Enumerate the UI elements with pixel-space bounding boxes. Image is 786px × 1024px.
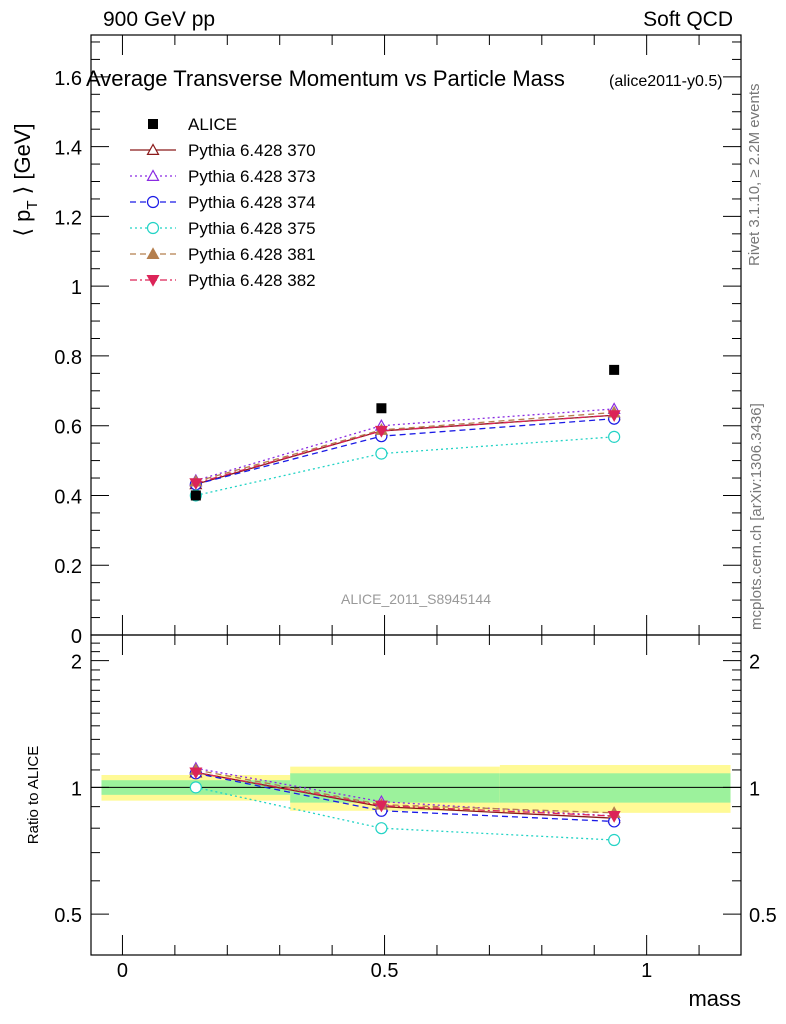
legend: ALICE Pythia 6.428 370 Pythia 6.428 373 Pyt…: [130, 115, 316, 290]
mc-point: [608, 833, 621, 847]
mc-point: [146, 275, 160, 287]
legend-label: Pythia 6.428 373: [188, 167, 316, 186]
ratio-tick-label-left: 0.5: [54, 905, 82, 927]
y-tick-label: 1.6: [54, 68, 82, 90]
ratio-tick-label-left: 1: [71, 778, 82, 800]
ratio-band-inner: [499, 773, 731, 803]
legend-label: Pythia 6.428 375: [188, 219, 316, 238]
plot-frames: [90, 34, 742, 956]
ratio-axis-label: Ratio to ALICE: [25, 746, 42, 844]
legend-marker-data: [148, 119, 158, 129]
mc-point: [146, 247, 160, 259]
ratio-uncertainty-bands: [91, 765, 741, 813]
legend-label: Pythia 6.428 381: [188, 245, 316, 264]
data-point: [190, 490, 201, 501]
mc-point: [146, 195, 160, 209]
series-5: [189, 410, 621, 823]
mc-point: [607, 811, 621, 823]
legend-label-data: ALICE: [188, 115, 237, 134]
x-tick-label: 0: [117, 960, 128, 982]
series-line-ratio: [195, 769, 615, 814]
header-right-label: Soft QCD: [643, 8, 733, 31]
y-tick-label: 1.4: [54, 138, 82, 160]
axis-ticks: [91, 35, 741, 956]
series-layer: [189, 364, 621, 847]
mc-point: [374, 425, 388, 438]
series-2: [189, 412, 621, 828]
ratio-band-inner: [290, 773, 500, 803]
chart-title: Average Transverse Momentum vs Particle …: [86, 66, 565, 91]
mc-point: [146, 221, 160, 235]
legend-label: Pythia 6.428 374: [188, 193, 316, 212]
ratio-tick-label-left: 2: [71, 652, 82, 674]
mc-point: [146, 169, 160, 181]
mc-point: [189, 781, 202, 794]
series-line-main: [195, 418, 615, 485]
mc-point: [607, 410, 621, 422]
y-tick-label: 0: [71, 626, 82, 648]
data-point: [609, 364, 620, 375]
data-point: [376, 403, 387, 414]
series-line-main: [195, 414, 615, 485]
x-tick-label: 1: [641, 960, 652, 982]
ratio-plot-frame: [90, 634, 742, 956]
ratio-tick-label-right: 0.5: [749, 905, 777, 927]
y-tick-label: 0.6: [54, 417, 82, 439]
series-0: [189, 408, 621, 824]
legend-label: Pythia 6.428 382: [188, 271, 316, 290]
header-left-label: 900 GeV pp: [103, 8, 216, 31]
mc-point: [375, 447, 388, 460]
y-axis-label: ⟨ pT ⟩ [GeV]: [10, 123, 41, 236]
mc-point: [375, 822, 388, 835]
y-tick-label: 0.2: [54, 556, 82, 578]
chart-text-layer: 0 0.2 0.4 0.6 0.8 1 1.2 1.4 1.6 0 0.5 1 0.5 0.5 1 1 2 2 Av…: [10, 66, 777, 1011]
y-tick-label: 0.8: [54, 347, 82, 369]
mc-point: [189, 767, 203, 780]
y-tick-label: 1: [71, 277, 82, 299]
mc-point: [189, 478, 203, 490]
x-tick-label: 0.5: [371, 960, 399, 982]
y-tick-label: 1.2: [54, 207, 82, 229]
mc-point: [374, 800, 388, 813]
analysis-watermark: ALICE_2011_S8945144: [341, 591, 491, 607]
series-line-ratio: [195, 771, 615, 817]
x-axis-label: mass: [688, 986, 741, 1011]
series-line-ratio: [195, 772, 615, 823]
chart-title-tag: (alice2011-y0.5): [609, 73, 723, 90]
ratio-tick-label-right: 1: [749, 778, 760, 800]
ratio-tick-label-right: 2: [749, 652, 760, 674]
mc-point: [608, 430, 621, 443]
series-line-main: [195, 414, 615, 484]
y-tick-label: 0.4: [54, 486, 82, 508]
mc-point: [146, 143, 160, 155]
legend-label: Pythia 6.428 370: [188, 141, 316, 160]
